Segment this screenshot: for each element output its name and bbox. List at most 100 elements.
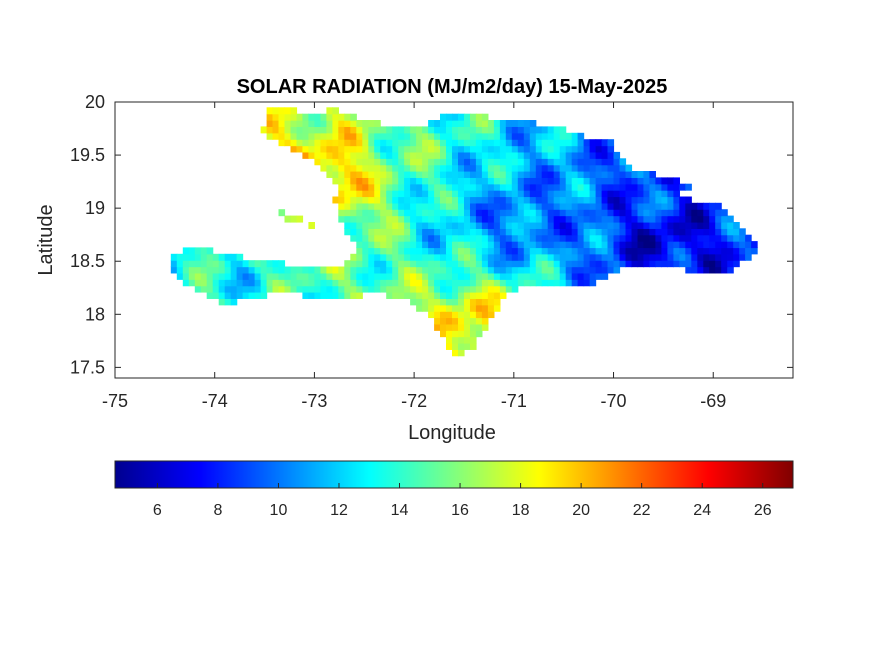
heatmap-cell bbox=[493, 253, 501, 261]
heatmap-cell bbox=[751, 247, 758, 255]
heatmap-cell bbox=[278, 266, 286, 274]
heatmap-cell bbox=[523, 132, 531, 140]
heatmap-cell bbox=[487, 120, 495, 127]
heatmap-cell bbox=[470, 260, 477, 268]
heatmap-cell bbox=[284, 139, 292, 147]
heatmap-cell bbox=[661, 228, 668, 236]
heatmap-cell bbox=[475, 323, 483, 331]
heatmap-cell bbox=[278, 107, 286, 115]
heatmap-cell bbox=[493, 228, 501, 236]
heatmap-cell bbox=[362, 132, 369, 140]
heatmap-cell bbox=[464, 279, 471, 287]
heatmap-cell bbox=[613, 183, 621, 191]
heatmap-cell bbox=[218, 285, 226, 293]
heatmap-cell bbox=[380, 241, 387, 249]
heatmap-cell bbox=[362, 151, 369, 159]
heatmap-cell bbox=[380, 177, 387, 185]
heatmap-cell bbox=[547, 132, 555, 140]
heatmap-cell bbox=[571, 145, 579, 153]
heatmap-cell bbox=[434, 132, 441, 140]
heatmap-cell bbox=[440, 228, 447, 236]
heatmap-cell bbox=[529, 228, 537, 236]
heatmap-cell bbox=[416, 139, 423, 147]
heatmap-cell bbox=[248, 279, 256, 287]
heatmap-cell bbox=[434, 209, 441, 217]
heatmap-cell bbox=[428, 292, 435, 299]
heatmap-cell bbox=[493, 202, 501, 210]
heatmap-cell bbox=[458, 196, 465, 204]
heatmap-cell bbox=[547, 171, 555, 178]
heatmap-cell bbox=[248, 266, 256, 274]
heatmap-cell bbox=[440, 317, 447, 325]
heatmap-cell bbox=[727, 253, 734, 261]
heatmap-cell bbox=[464, 126, 471, 134]
heatmap-cell bbox=[218, 272, 226, 280]
heatmap-cell bbox=[344, 158, 351, 166]
heatmap-cell bbox=[523, 215, 531, 223]
heatmap-cell bbox=[314, 151, 321, 159]
heatmap-cell bbox=[356, 151, 363, 159]
heatmap-cell bbox=[625, 190, 633, 198]
heatmap-cell bbox=[541, 209, 549, 217]
heatmap-cell bbox=[344, 285, 351, 293]
heatmap-cell bbox=[440, 272, 447, 280]
heatmap-cell bbox=[452, 234, 459, 242]
heatmap-cell bbox=[194, 285, 202, 293]
heatmap-cell bbox=[434, 241, 441, 249]
heatmap-cell bbox=[380, 260, 387, 268]
colorbar-tick-label: 16 bbox=[451, 502, 469, 519]
y-tick-label: 20 bbox=[85, 92, 105, 112]
heatmap-cell bbox=[332, 126, 339, 134]
heatmap-cell bbox=[440, 209, 447, 217]
heatmap-cell bbox=[416, 132, 423, 140]
heatmap-cell bbox=[727, 247, 734, 255]
heatmap-cell bbox=[452, 285, 459, 293]
heatmap-cell bbox=[296, 272, 304, 280]
heatmap-cell bbox=[464, 145, 471, 153]
heatmap-cell bbox=[577, 241, 585, 249]
heatmap-cell bbox=[308, 120, 315, 127]
heatmap-cell bbox=[607, 171, 615, 178]
heatmap-cell bbox=[643, 228, 650, 236]
heatmap-cell bbox=[499, 279, 507, 287]
heatmap-cell bbox=[464, 253, 471, 261]
heatmap-cell bbox=[589, 241, 597, 249]
heatmap-cell bbox=[422, 209, 429, 217]
heatmap-cell bbox=[595, 272, 603, 280]
heatmap-cell bbox=[386, 222, 393, 229]
heatmap-cell bbox=[398, 151, 405, 159]
heatmap-cell bbox=[487, 151, 495, 159]
heatmap-cell bbox=[386, 139, 393, 147]
heatmap-cell bbox=[517, 234, 525, 242]
heatmap-cell bbox=[422, 151, 429, 159]
heatmap-cell bbox=[499, 190, 507, 198]
heatmap-cell bbox=[374, 272, 381, 280]
heatmap-cell bbox=[224, 253, 232, 261]
heatmap-cell bbox=[428, 202, 435, 210]
heatmap-cell bbox=[458, 222, 465, 229]
heatmap-cell bbox=[709, 222, 716, 229]
heatmap-cell bbox=[505, 260, 513, 268]
heatmap-cell bbox=[541, 145, 549, 153]
heatmap-cell bbox=[290, 145, 298, 153]
heatmap-cell bbox=[176, 266, 184, 274]
heatmap-cell bbox=[511, 183, 519, 191]
heatmap-cell bbox=[392, 285, 399, 293]
heatmap-cell bbox=[571, 234, 579, 242]
heatmap-cell bbox=[709, 215, 716, 223]
heatmap-cell bbox=[278, 279, 286, 287]
heatmap-cell bbox=[338, 279, 345, 287]
heatmap-cell bbox=[356, 272, 363, 280]
heatmap-cell bbox=[356, 158, 363, 166]
colorbar-tick-label: 6 bbox=[153, 502, 162, 519]
heatmap-cell bbox=[428, 190, 435, 198]
heatmap-cell bbox=[583, 183, 591, 191]
heatmap-cell bbox=[188, 266, 196, 274]
heatmap-cell bbox=[182, 260, 190, 268]
heatmap-cell bbox=[481, 158, 489, 166]
heatmap-cell bbox=[428, 164, 435, 172]
heatmap-cell bbox=[535, 132, 543, 140]
heatmap-cell bbox=[410, 260, 417, 268]
heatmap-cell bbox=[428, 183, 435, 191]
heatmap-cell bbox=[440, 266, 447, 274]
